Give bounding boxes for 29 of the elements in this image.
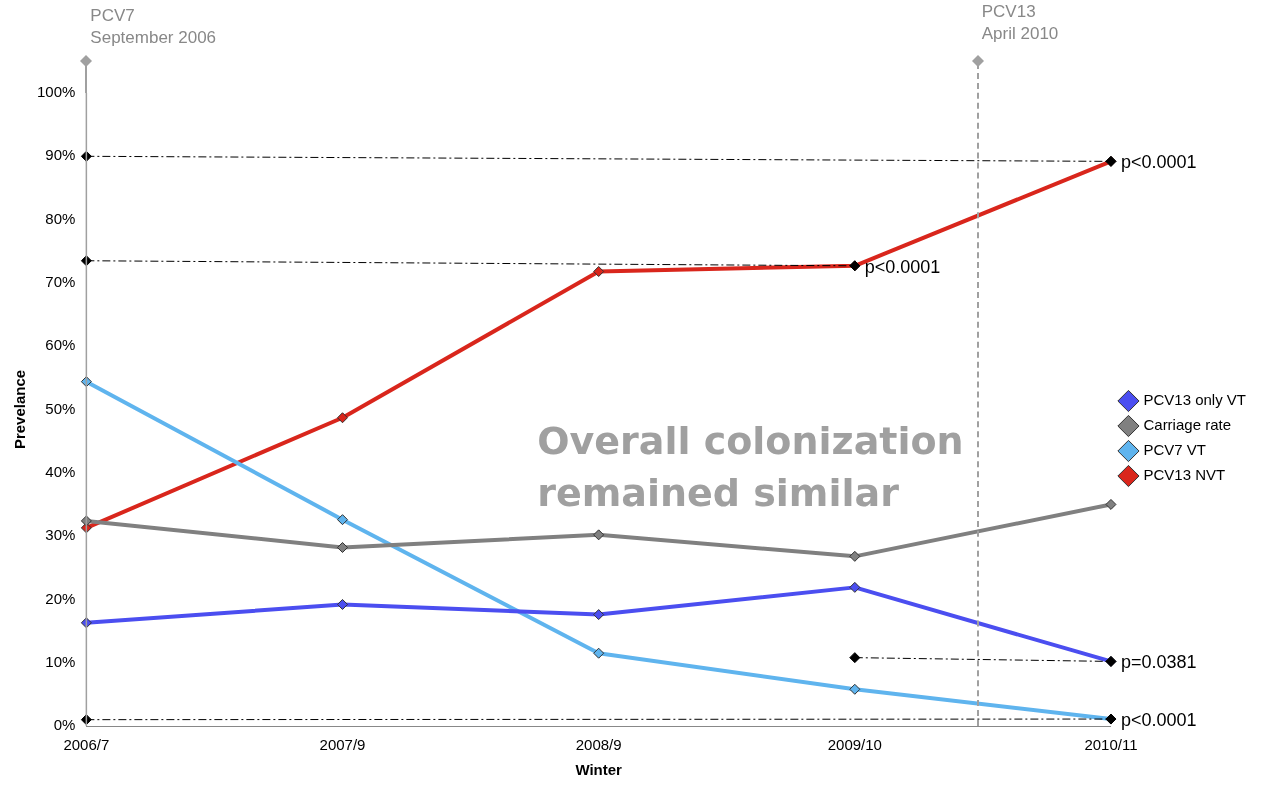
y-tick-label: 100%: [36, 83, 76, 101]
x-tick-label: 2006/7: [63, 736, 110, 754]
annotation: p<0.0001: [864, 256, 941, 277]
annotation: Overall colonization remained similar: [537, 419, 964, 516]
legend-label: PCV13 only VT: [1143, 391, 1246, 409]
legend-label: Carriage rate: [1143, 416, 1231, 434]
ref-line-label: PCV7 September 2006: [90, 6, 217, 47]
x-tick-label: 2010/11: [1084, 736, 1138, 754]
x-tick-label: 2009/10: [827, 736, 882, 754]
legend-label: PCV7 VT: [1143, 441, 1206, 459]
annotation: p=0.0381: [1120, 652, 1197, 673]
y-tick-label: 50%: [45, 399, 76, 417]
x-tick-label: 2008/9: [575, 736, 622, 754]
y-axis-title: Prevelance: [11, 369, 29, 450]
y-tick-label: 30%: [45, 526, 76, 544]
y-tick-label: 90%: [45, 146, 76, 164]
annotation: p<0.0001: [1120, 710, 1197, 731]
text: PCV13 April 2010: [981, 1, 1059, 45]
y-tick-label: 70%: [45, 273, 76, 291]
y-tick-label: 0%: [53, 716, 76, 734]
x-axis-title: Winter: [575, 761, 623, 779]
y-tick-label: 60%: [45, 336, 76, 354]
y-tick-label: 80%: [45, 209, 76, 227]
y-tick-label: 40%: [45, 462, 76, 480]
y-tick-label: 10%: [45, 652, 76, 670]
y-tick-label: 20%: [45, 589, 76, 607]
annotation: p<0.0001: [1120, 152, 1197, 173]
legend-label: PCV13 NVT: [1143, 466, 1226, 484]
x-tick-label: 2007/9: [319, 736, 366, 754]
